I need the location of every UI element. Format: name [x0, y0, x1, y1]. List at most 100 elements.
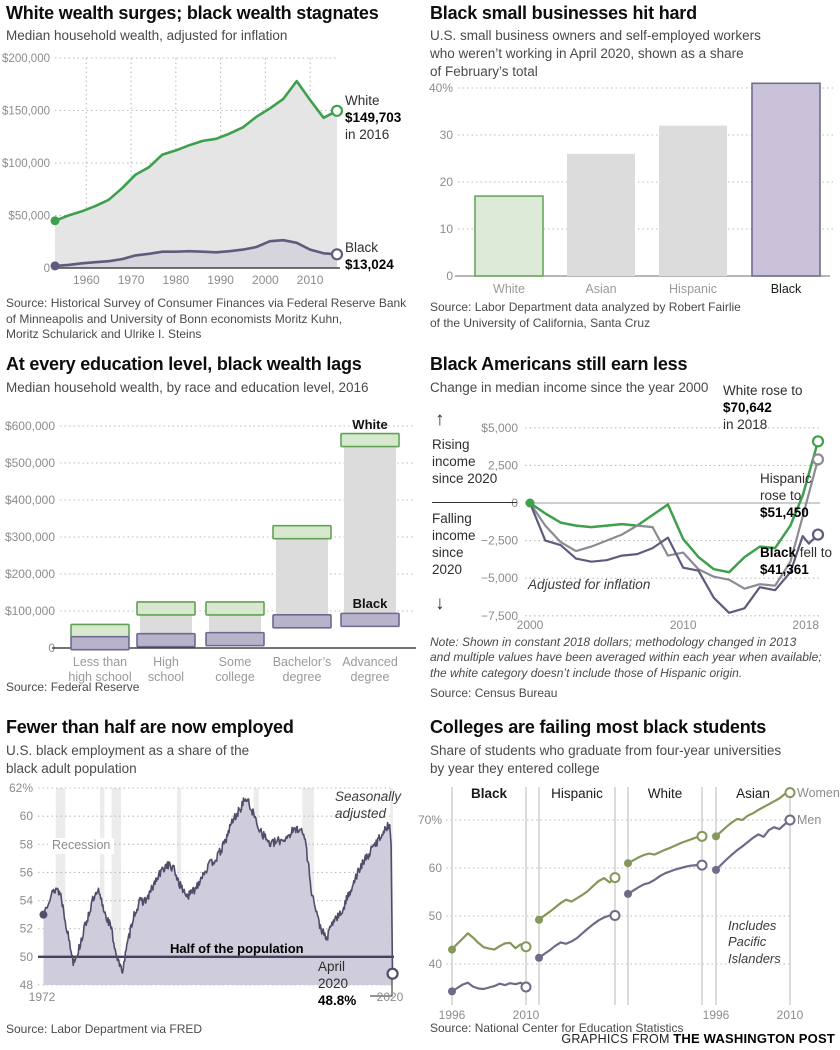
svg-text:Asian: Asian [585, 282, 616, 296]
black-end-label: Black $13,024 [345, 240, 394, 272]
svg-text:Black: Black [771, 282, 802, 296]
small-business-bar-chart: 40% 30 20 10 0 White Asian Hispanic Black [429, 81, 836, 296]
panel-small-business: Black small businesses hit hard U.S. sma… [420, 0, 840, 348]
seasonally-adjusted-note: Seasonally adjusted [335, 789, 402, 821]
svg-text:$5,000: $5,000 [481, 421, 518, 435]
svg-text:2010: 2010 [777, 1008, 804, 1022]
svg-text:1960: 1960 [73, 273, 100, 287]
chart-subtitle: Median household wealth, by race and edu… [6, 380, 369, 395]
half-population-label: Half of the population [170, 941, 304, 956]
white-series-label: White [352, 417, 388, 432]
svg-text:1996: 1996 [703, 1008, 730, 1022]
svg-text:62%: 62% [9, 781, 33, 795]
svg-text:$500,000: $500,000 [5, 456, 55, 470]
svg-text:Black: Black [471, 786, 508, 801]
education-range-chart: $600,000 $500,000 $400,000 $300,000 $200,000… [5, 419, 416, 684]
svg-text:$300,000: $300,000 [5, 530, 55, 544]
chart-source: Source: National Center for Education St… [430, 1021, 684, 1035]
chart-source: Source: Census Bureau [430, 686, 558, 700]
white-end-label: White rose to $70,642 in 2018 [723, 383, 803, 432]
svg-text:56: 56 [20, 865, 34, 879]
chart-title: Black small businesses hit hard [430, 3, 697, 23]
svg-text:$400,000: $400,000 [5, 493, 55, 507]
graduation-small-multiples-chart: 70% 60 50 40 Black 1996 2010 Hispanic White Asian… [418, 786, 840, 1022]
chart-subtitle: Change in median income since the year 2… [430, 380, 709, 395]
chart-subtitle: Share of students who graduate from four… [430, 743, 782, 776]
chart-source: Source: Labor Department data analyzed b… [430, 300, 741, 330]
svg-text:1996: 1996 [439, 1008, 466, 1022]
graphics-credit: GRAPHICS FROM THE WASHINGTON POST [561, 1031, 835, 1046]
black-end-label: Black fell to $41,361 [760, 545, 833, 577]
chart-title: Colleges are failing most black students [430, 717, 767, 737]
svg-text:−2,500: −2,500 [481, 534, 518, 548]
hispanic-end-label: Hispanic rose to $51,450 [760, 471, 812, 520]
black-series-label: Black [352, 596, 388, 611]
down-arrow-icon: ↓ [435, 593, 445, 614]
svg-text:30: 30 [440, 128, 454, 142]
svg-text:2000: 2000 [517, 618, 544, 632]
chart-subtitle: Median household wealth, adjusted for in… [6, 28, 288, 43]
up-arrow-icon: ↑ [435, 409, 445, 430]
svg-text:0: 0 [48, 641, 55, 655]
svg-text:$150,000: $150,000 [2, 106, 50, 118]
wealth-line-chart: $200,000 $150,000 $100,000 $50,000 0 1960 1970… [2, 53, 344, 287]
panel-wealth-over-time: White wealth surges; black wealth stagna… [0, 0, 420, 348]
svg-text:1970: 1970 [118, 273, 145, 287]
svg-text:70%: 70% [418, 813, 442, 827]
svg-text:White: White [648, 786, 683, 801]
svg-text:2018: 2018 [792, 618, 819, 632]
svg-text:2010: 2010 [670, 618, 697, 632]
svg-text:60: 60 [429, 861, 443, 875]
falling-income-label: Falling income since 2020 [432, 511, 476, 577]
chart-title: White wealth surges; black wealth stagna… [6, 3, 379, 23]
svg-text:$50,000: $50,000 [8, 211, 50, 223]
svg-text:2010: 2010 [297, 273, 324, 287]
svg-text:$200,000: $200,000 [2, 53, 50, 65]
svg-text:2020: 2020 [377, 990, 404, 1004]
svg-text:60: 60 [20, 809, 34, 823]
svg-text:0: 0 [446, 269, 453, 283]
chart-subtitle: U.S. black employment as a share of the … [6, 743, 250, 776]
svg-text:$600,000: $600,000 [5, 419, 55, 433]
chart-subtitle: U.S. small business owners and self-empl… [430, 28, 761, 79]
svg-text:0: 0 [44, 263, 50, 275]
panel-income-change: Black Americans still earn less Change i… [420, 348, 840, 712]
svg-text:1972: 1972 [29, 990, 56, 1004]
svg-text:50: 50 [20, 950, 34, 964]
svg-text:52: 52 [20, 922, 34, 936]
svg-text:58: 58 [20, 837, 34, 851]
svg-text:10: 10 [440, 222, 454, 236]
chart-title: Fewer than half are now employed [6, 717, 294, 737]
chart-note: Note: Shown in constant 2018 dollars; me… [430, 635, 822, 680]
svg-text:2000: 2000 [252, 273, 279, 287]
rising-income-label: Rising income since 2020 [432, 437, 498, 486]
svg-text:−5,000: −5,000 [481, 571, 518, 585]
white-end-label: White $149,703 in 2016 [345, 93, 402, 142]
svg-text:40%: 40% [429, 81, 453, 95]
svg-text:$100,000: $100,000 [5, 604, 55, 618]
svg-text:$100,000: $100,000 [2, 158, 50, 170]
svg-text:48: 48 [20, 978, 34, 992]
panel-employment: Fewer than half are now employed U.S. bl… [0, 712, 420, 1050]
svg-text:$200,000: $200,000 [5, 567, 55, 581]
svg-text:40: 40 [429, 957, 443, 971]
svg-text:1980: 1980 [163, 273, 190, 287]
chart-title: At every education level, black wealth l… [6, 354, 362, 374]
svg-text:Hispanic: Hispanic [551, 786, 603, 801]
chart-source: Source: Federal Reserve [6, 680, 140, 694]
april-2020-callout: April 2020 48.8% [318, 959, 357, 1008]
svg-text:0: 0 [511, 496, 518, 510]
panel-education-wealth: At every education level, black wealth l… [0, 348, 420, 712]
svg-text:Asian: Asian [736, 786, 770, 801]
svg-text:−7,500: −7,500 [481, 609, 518, 623]
rising-falling-divider [432, 502, 517, 503]
svg-text:2,500: 2,500 [488, 458, 518, 472]
svg-text:50: 50 [429, 909, 443, 923]
